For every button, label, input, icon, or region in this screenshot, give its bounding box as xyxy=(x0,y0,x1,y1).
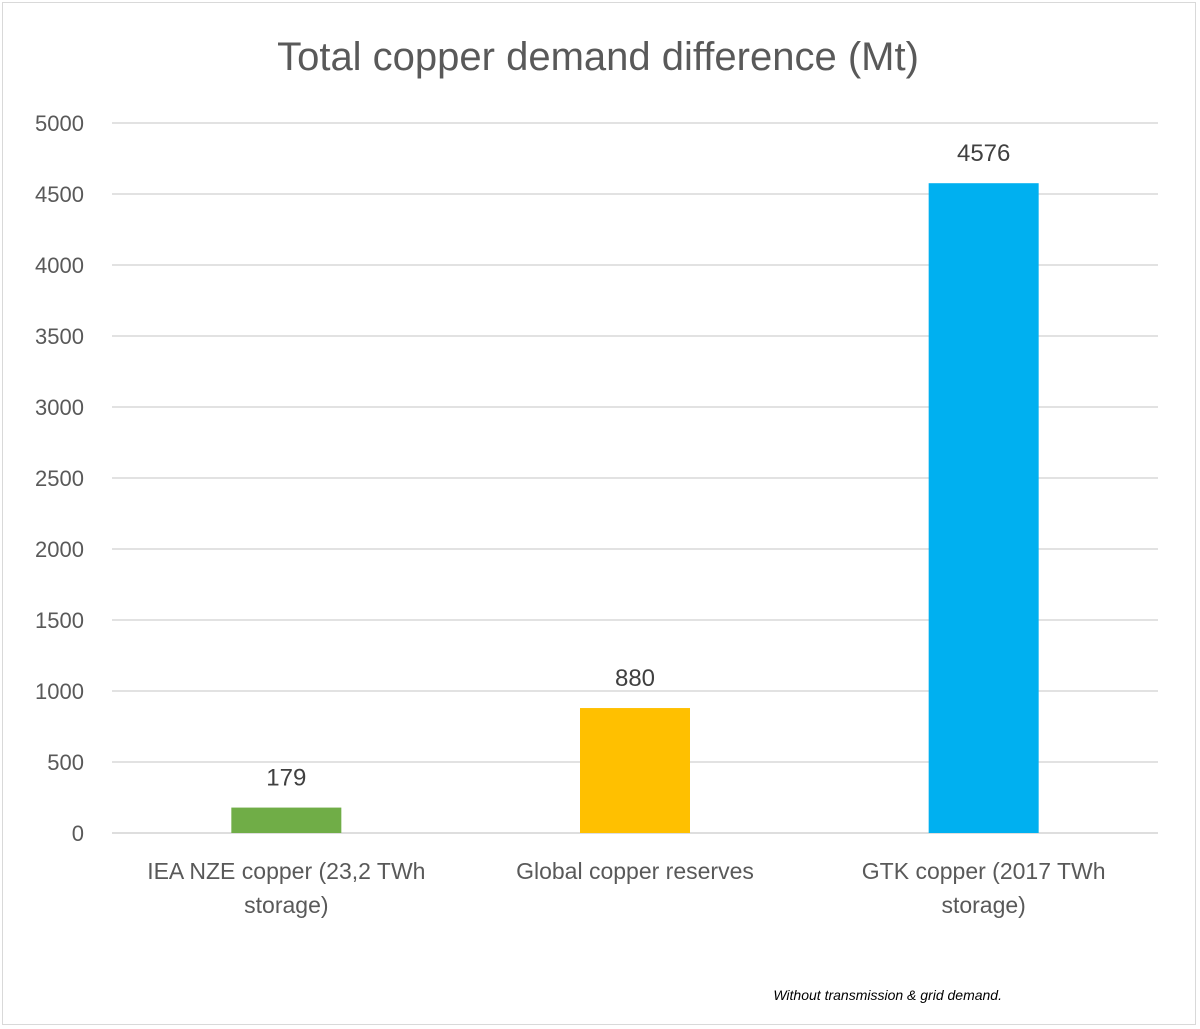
category-label: Global copper reserves xyxy=(516,858,754,884)
y-tick-label: 5000 xyxy=(35,111,84,136)
bars xyxy=(231,183,1039,833)
category-label: IEA NZE copper (23,2 TWh xyxy=(147,858,425,884)
y-tick-label: 0 xyxy=(72,821,84,846)
y-tick-label: 2500 xyxy=(35,466,84,491)
y-tick-label: 1500 xyxy=(35,608,84,633)
y-tick-label: 2000 xyxy=(35,537,84,562)
data-label: 4576 xyxy=(957,140,1010,167)
data-label: 179 xyxy=(266,765,306,792)
footnote: Without transmission & grid demand. xyxy=(773,987,1002,1003)
y-tick-label: 4500 xyxy=(35,182,84,207)
data-labels: 179 880 4576 xyxy=(266,140,1010,791)
bar xyxy=(580,708,690,833)
y-axis-ticks: 0 500 1000 1500 2000 2500 3000 3500 4000 4500 5000 xyxy=(35,111,84,846)
y-tick-label: 4000 xyxy=(35,253,84,278)
data-label: 880 xyxy=(615,665,655,692)
bar xyxy=(928,183,1039,833)
y-tick-label: 3000 xyxy=(35,395,84,420)
y-tick-label: 3500 xyxy=(35,324,84,349)
chart-title: Total copper demand difference (Mt) xyxy=(277,35,919,79)
bar xyxy=(231,807,342,833)
y-tick-label: 500 xyxy=(47,750,84,775)
category-label: GTK copper (2017 TWh xyxy=(862,858,1106,884)
category-label: storage) xyxy=(244,892,328,918)
category-labels: IEA NZE copper (23,2 TWh storage) Global c… xyxy=(147,858,1105,918)
y-tick-label: 1000 xyxy=(35,679,84,704)
category-label: storage) xyxy=(941,892,1025,918)
